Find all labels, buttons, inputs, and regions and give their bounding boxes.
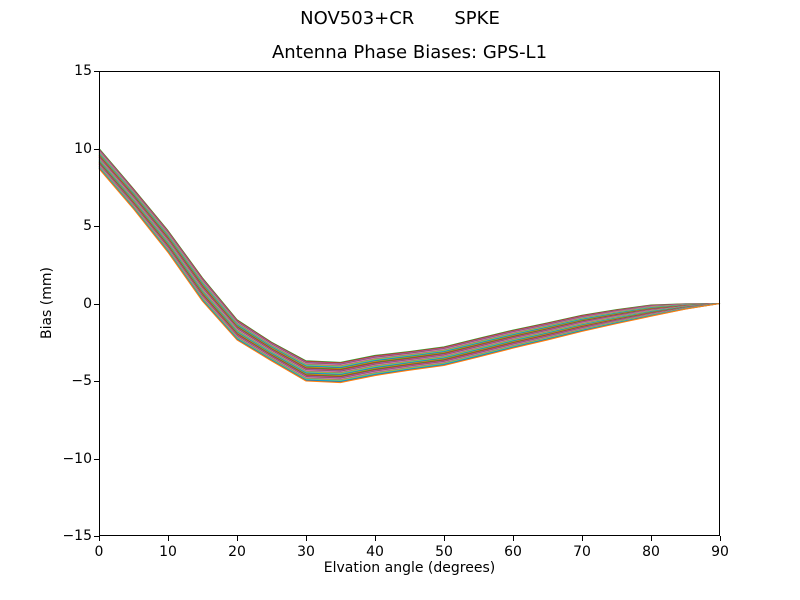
bias-curve-line <box>98 148 721 364</box>
y-tick-label: 0 <box>83 295 92 312</box>
bias-curve-line <box>98 150 721 366</box>
bias-curve-line <box>98 151 721 367</box>
x-tick-label: 50 <box>435 544 453 560</box>
bias-curve-line <box>98 153 721 369</box>
x-tick-label: 60 <box>504 544 522 560</box>
axes-title: Antenna Phase Biases: GPS-L1 <box>271 42 548 63</box>
x-axis-label: Elvation angle (degrees) <box>323 560 496 576</box>
bias-curve-line <box>98 155 721 370</box>
bias-curve-line <box>98 153 721 368</box>
y-tick-label: 10 <box>74 140 92 157</box>
y-tick-label: −5 <box>71 373 92 389</box>
bias-curve-line <box>98 150 721 366</box>
x-tick-label: 20 <box>228 544 246 560</box>
x-tick-label: 70 <box>573 544 591 560</box>
bias-curve-line <box>98 168 721 384</box>
y-tick-label: 5 <box>83 218 92 234</box>
x-tick-label: 10 <box>159 544 177 560</box>
bias-curve-line <box>98 148 721 363</box>
figure-title: NOV503+CR SPKE <box>300 8 500 29</box>
y-tick-label: −15 <box>62 528 92 544</box>
x-tick-label: 30 <box>297 544 315 560</box>
bias-curve-line <box>98 154 721 370</box>
x-tick-label: 90 <box>711 544 729 560</box>
x-tick-label: 0 <box>94 544 104 560</box>
y-tick-label: −10 <box>62 450 92 467</box>
x-tick-label: 80 <box>642 544 660 560</box>
bias-curve-line <box>98 149 721 365</box>
axes-spines <box>99 71 720 536</box>
x-tick-label: 40 <box>366 544 384 560</box>
bias-curve-line <box>98 152 721 368</box>
y-tick-label: 15 <box>74 63 92 79</box>
